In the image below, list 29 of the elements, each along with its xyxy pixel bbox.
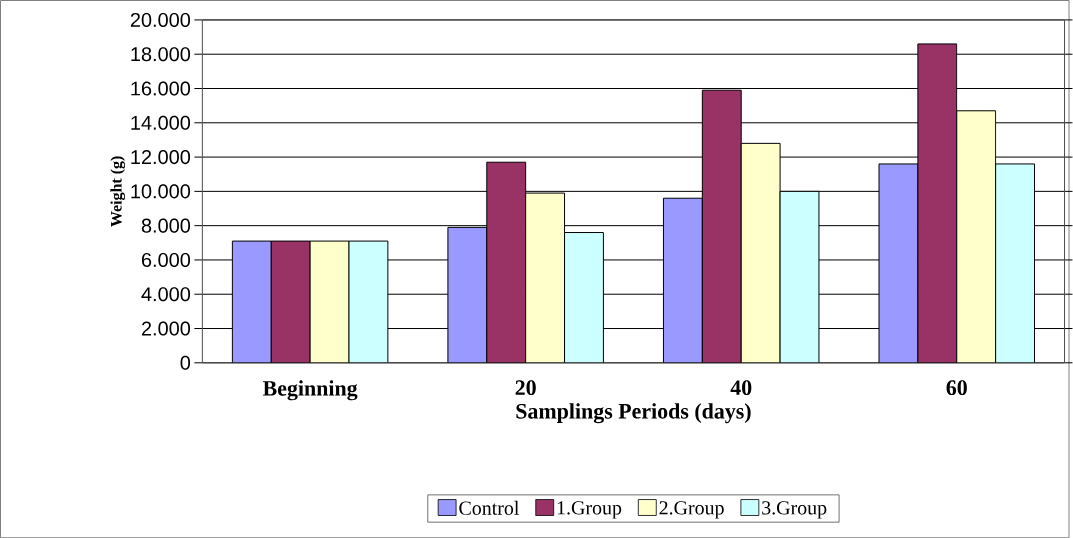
- x-axis-title: Samplings Periods (days): [516, 403, 751, 424]
- bar: [231, 240, 272, 363]
- bar: [662, 197, 703, 363]
- legend-label: 1.Group: [557, 501, 622, 519]
- bar: [701, 89, 742, 363]
- bar: [917, 43, 958, 363]
- legend-label: Control: [459, 500, 520, 515]
- bar: [270, 240, 311, 363]
- y-axis-title: Weight (g): [110, 156, 126, 227]
- y-tick-label: 12.000: [131, 149, 191, 165]
- bar: [447, 226, 488, 363]
- bar: [486, 161, 527, 363]
- legend-label: 3.Group: [762, 501, 827, 519]
- x-tick-label: 60: [946, 380, 967, 395]
- y-tick-label: 16.000: [131, 81, 191, 96]
- y-tick-label: 14.000: [131, 115, 191, 130]
- x-tick-label: 40: [730, 380, 752, 395]
- y-tick-label: 10.000: [131, 184, 191, 199]
- legend-label: 2.Group: [659, 501, 724, 519]
- bar: [878, 163, 919, 363]
- y-tick-label: 6.000: [141, 252, 191, 267]
- y-tick-label: 4.000: [141, 287, 191, 302]
- x-tick-label: 20: [515, 380, 536, 395]
- y-tick-label: 2.000: [141, 321, 191, 336]
- x-tick-label: Beginning: [262, 380, 358, 401]
- y-tick-label: 18.000: [131, 47, 191, 62]
- y-tick-label: 8.000: [141, 218, 191, 233]
- y-tick-label: 0: [180, 355, 191, 370]
- y-tick-label: 20.000: [130, 12, 191, 27]
